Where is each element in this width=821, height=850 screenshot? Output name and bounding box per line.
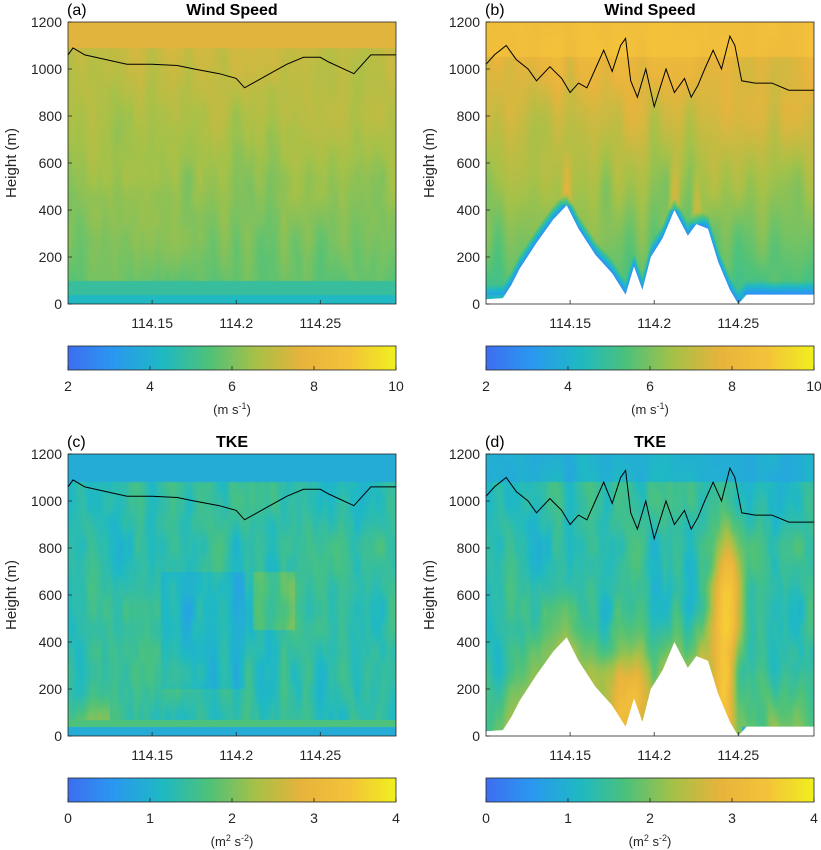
colorbar-tick-label: 0 [64,810,72,826]
chart-panel-2: 0 200 400 600 800 1000 1200 114.15 114.2 114.25 He… [3,434,400,849]
x-tick-label: 114.15 [549,315,591,331]
y-tick-label: 0 [472,728,480,744]
panel-title: TKE [216,434,248,451]
colorbar-tick-label: 8 [310,378,318,394]
y-tick-label: 600 [457,587,481,603]
colorbar-tick-label: 2 [64,378,72,394]
y-tick-label: 0 [54,728,62,744]
y-tick-label: 200 [39,681,63,697]
x-tick-label: 114.2 [219,315,253,331]
boundary-layer-line [67,479,396,521]
y-tick-label: 800 [457,540,481,556]
terrain-mask [486,205,814,304]
y-tick-label: 400 [39,634,63,650]
colorbar-tick-label: 2 [228,810,236,826]
y-tick-label: 600 [457,155,481,171]
heatmap-field [68,454,396,736]
colorbar-tick-label: 6 [646,378,654,394]
y-tick-label: 1200 [449,14,480,30]
y-tick-label: 600 [39,155,63,171]
y-axis-label: Height (m) [421,128,438,198]
x-tick-label: 114.15 [131,747,173,763]
y-tick-label: 1200 [31,14,62,30]
chart-panel-0: 0 200 400 600 800 1000 1200 114.15 114.2 114.25 He… [3,2,404,417]
terrain-mask [486,637,814,736]
x-tick-label: 114.25 [717,747,759,763]
colorbar-tick-label: 10 [388,378,404,394]
chart-panel-1: 0 200 400 600 800 1000 1200 114.15 114.2 114.25 He… [421,2,821,417]
y-tick-label: 200 [457,249,481,265]
panel-label: (a) [67,2,87,19]
y-tick-label: 400 [457,634,481,650]
colorbar-unit-label: (m s-1) [631,401,669,417]
colorbar-tick-label: 2 [646,810,654,826]
y-tick-label: 1000 [449,493,480,509]
y-axis-label: Height (m) [3,560,20,630]
colorbar-unit-label: (m2 s-2) [211,833,254,849]
y-tick-label: 200 [39,249,63,265]
colorbar-tick-label: 4 [146,378,154,394]
colorbar-tick-label: 3 [310,810,318,826]
x-tick-label: 114.25 [299,315,341,331]
y-tick-label: 800 [39,108,63,124]
y-axis-label: Height (m) [3,128,20,198]
x-tick-label: 114.15 [131,315,173,331]
colorbar-tick-label: 1 [564,810,572,826]
colorbar-tick-label: 4 [810,810,818,826]
chart-panel-3: 0 200 400 600 800 1000 1200 114.15 114.2 114.25 He… [421,434,818,849]
colorbar-unit-label: (m s-1) [213,401,251,417]
colorbar-tick-label: 4 [564,378,572,394]
y-tick-label: 600 [39,587,63,603]
boundary-layer-line [67,47,396,89]
y-tick-label: 400 [457,202,481,218]
y-tick-label: 1200 [449,446,480,462]
x-tick-label: 114.2 [637,315,671,331]
colorbar-unit-label: (m2 s-2) [629,833,672,849]
panel-label: (c) [67,434,86,451]
y-tick-label: 1000 [449,61,480,77]
y-tick-label: 0 [472,296,480,312]
panel-label: (d) [485,434,505,451]
colorbar-tick-label: 4 [392,810,400,826]
y-tick-label: 400 [39,202,63,218]
panel-title: Wind Speed [186,2,277,19]
panel-title: TKE [634,434,666,451]
y-tick-label: 1200 [31,446,62,462]
y-tick-label: 1000 [31,493,62,509]
colorbar-tick-label: 1 [146,810,154,826]
y-tick-label: 200 [457,681,481,697]
colorbar-tick-label: 8 [728,378,736,394]
x-tick-label: 114.15 [549,747,591,763]
x-tick-label: 114.2 [219,747,253,763]
heatmap-field [68,22,396,304]
boundary-layer-line [485,34,814,109]
y-tick-label: 800 [457,108,481,124]
y-tick-label: 800 [39,540,63,556]
x-tick-label: 114.25 [299,747,341,763]
y-tick-label: 1000 [31,61,62,77]
x-tick-label: 114.2 [637,747,671,763]
colorbar-tick-label: 6 [228,378,236,394]
x-tick-label: 114.25 [717,315,759,331]
colorbar-tick-label: 0 [482,810,490,826]
y-axis-label: Height (m) [421,560,438,630]
y-tick-label: 0 [54,296,62,312]
boundary-layer-line [485,466,814,541]
colorbar-tick-label: 3 [728,810,736,826]
panel-title: Wind Speed [604,2,695,19]
colorbar-tick-label: 2 [482,378,490,394]
colorbar-tick-label: 10 [806,378,821,394]
panel-label: (b) [485,2,505,19]
